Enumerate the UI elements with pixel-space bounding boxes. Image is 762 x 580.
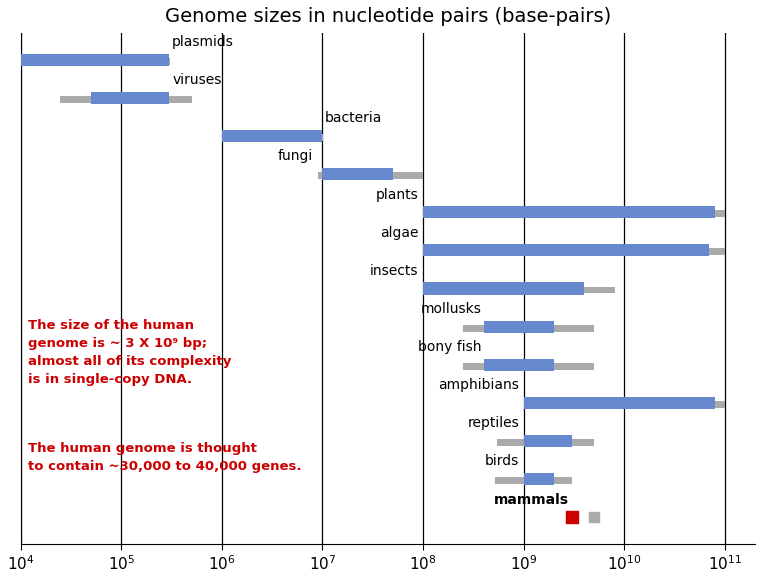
Bar: [226, 134, 323, 141]
Text: algae: algae: [380, 226, 418, 240]
Text: bony fish: bony fish: [418, 340, 482, 354]
Bar: [528, 248, 725, 255]
Bar: [495, 477, 572, 484]
Point: [588, 513, 600, 522]
Bar: [484, 358, 554, 371]
Bar: [463, 325, 594, 332]
Text: amphibians: amphibians: [438, 378, 519, 392]
Bar: [523, 397, 715, 409]
Bar: [497, 439, 594, 446]
Bar: [523, 473, 554, 485]
Bar: [91, 92, 169, 104]
Bar: [423, 282, 584, 295]
Bar: [60, 96, 192, 103]
Bar: [32, 58, 170, 65]
Bar: [523, 435, 572, 447]
Text: fungi: fungi: [277, 150, 312, 164]
Point: [565, 513, 578, 522]
Text: plasmids: plasmids: [172, 35, 234, 49]
Text: insects: insects: [370, 264, 418, 278]
Text: The human genome is thought
to contain ~30,000 to 40,000 genes.: The human genome is thought to contain ~…: [28, 442, 302, 473]
Bar: [318, 172, 424, 179]
Text: viruses: viruses: [172, 73, 222, 87]
Text: birds: birds: [485, 455, 519, 469]
Bar: [222, 130, 322, 142]
Text: bacteria: bacteria: [325, 111, 382, 125]
Text: reptiles: reptiles: [467, 416, 519, 430]
Bar: [423, 244, 709, 256]
Bar: [484, 321, 554, 333]
Text: The size of the human
genome is ~ 3 X 10⁹ bp;
almost all of its complexity
is in: The size of the human genome is ~ 3 X 10…: [28, 319, 232, 386]
Bar: [528, 211, 725, 217]
Bar: [449, 287, 615, 293]
Text: mammals: mammals: [494, 492, 568, 506]
Title: Genome sizes in nucleotide pairs (base-pairs): Genome sizes in nucleotide pairs (base-p…: [165, 7, 611, 26]
Text: mollusks: mollusks: [421, 302, 482, 316]
Text: plants: plants: [376, 187, 418, 202]
Bar: [541, 401, 725, 408]
Bar: [463, 363, 594, 369]
Bar: [21, 53, 169, 66]
Bar: [322, 168, 392, 180]
Bar: [423, 206, 715, 218]
